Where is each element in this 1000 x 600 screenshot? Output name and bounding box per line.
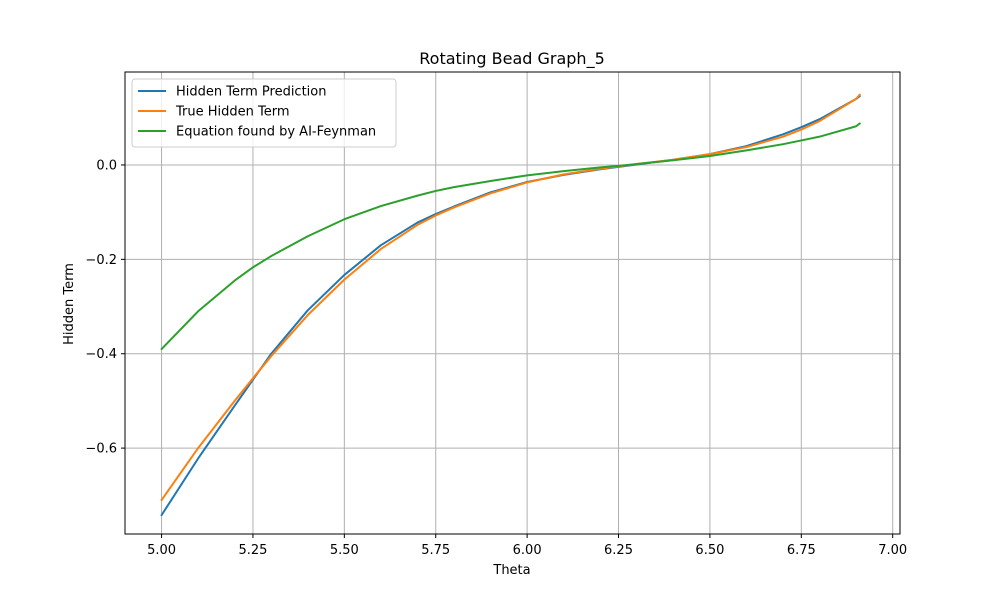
legend: Hidden Term Prediction True Hidden Term Eq…: [131, 78, 397, 148]
x-tick-label: 5.75: [421, 543, 450, 558]
legend-label-2: True Hidden Term: [175, 105, 290, 120]
chart-title: Rotating Bead Graph_5: [419, 49, 605, 69]
y-tick-label: −0.2: [85, 253, 117, 268]
x-tick-label: 5.00: [147, 543, 176, 558]
plot-frame: [124, 71, 901, 535]
ticks: 5.00 5.25 5.50 5.75 6.00 6.25 6.50 6.75 7.00 −0.6…: [85, 158, 907, 558]
grid: [125, 72, 900, 534]
legend-label-3: Equation found by AI-Feynman: [176, 125, 376, 140]
legend-label-1: Hidden Term Prediction: [176, 85, 326, 100]
x-tick-label: 5.50: [330, 543, 359, 558]
x-tick-label: 5.25: [238, 543, 267, 558]
x-tick-label: 6.25: [604, 543, 633, 558]
y-tick-label: −0.4: [85, 347, 117, 362]
series-line-3: [160, 122, 861, 351]
x-tick-label: 6.75: [787, 543, 816, 558]
x-axis-label: Theta: [492, 563, 530, 578]
y-tick-label: 0.0: [96, 158, 117, 173]
series-group: [160, 93, 861, 517]
x-tick-label: 6.00: [513, 543, 542, 558]
y-tick-label: −0.6: [85, 442, 117, 457]
x-tick-label: 6.50: [695, 543, 724, 558]
legend-box: [131, 78, 397, 148]
series-line-2: [160, 93, 861, 502]
x-tick-label: 7.00: [878, 543, 907, 558]
y-axis-label: Hidden Term: [62, 263, 77, 345]
